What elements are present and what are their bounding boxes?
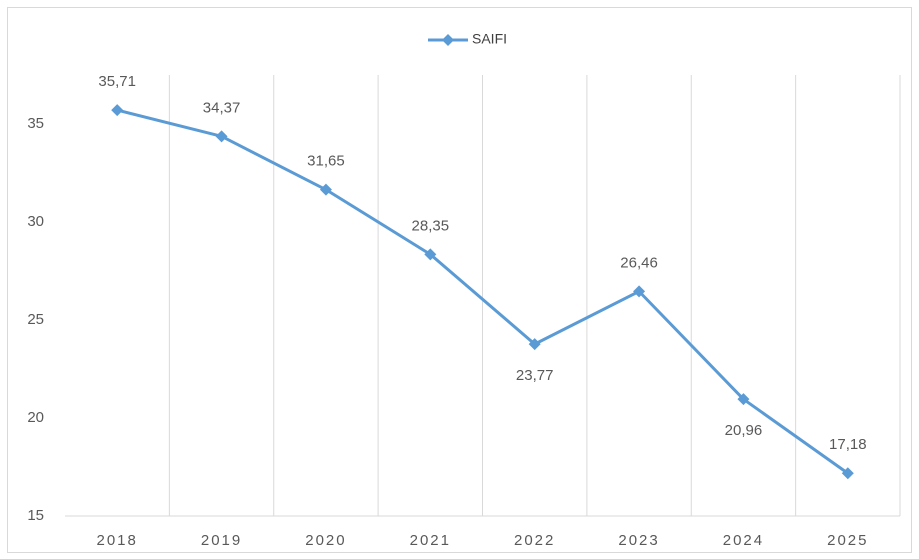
- point-marker: [424, 248, 437, 261]
- point-marker: [111, 104, 124, 117]
- y-tick-label: 25: [27, 311, 44, 328]
- data-label: 28,35: [412, 217, 450, 234]
- point-marker: [841, 467, 854, 480]
- y-tick-label: 35: [27, 115, 44, 132]
- y-tick-label: 20: [27, 409, 44, 426]
- x-tick-label: 2022: [514, 532, 555, 549]
- point-marker: [633, 285, 646, 298]
- x-tick-label: 2021: [410, 532, 451, 549]
- data-label: 31,65: [307, 153, 345, 170]
- y-tick-label: 15: [27, 507, 44, 524]
- point-marker: [319, 183, 332, 196]
- x-tick-label: 2023: [618, 532, 659, 549]
- x-tick-label: 2024: [723, 532, 764, 549]
- data-label: 26,46: [620, 254, 658, 271]
- y-tick-label: 30: [27, 213, 44, 230]
- x-tick-label: 2018: [97, 532, 138, 549]
- data-label: 34,37: [203, 99, 241, 116]
- legend-marker: [442, 34, 454, 46]
- data-label: 23,77: [516, 367, 554, 384]
- data-label: 35,71: [98, 73, 136, 90]
- point-marker: [737, 393, 750, 406]
- series-line: [116, 108, 849, 475]
- data-label: 20,96: [725, 422, 763, 439]
- point-marker: [215, 130, 228, 143]
- point-marker: [528, 338, 541, 351]
- data-label: 17,18: [829, 436, 867, 453]
- x-tick-label: 2020: [305, 532, 346, 549]
- x-tick-label: 2019: [201, 532, 242, 549]
- x-tick-label: 2025: [827, 532, 868, 549]
- legend-label: SAIFI: [472, 31, 507, 47]
